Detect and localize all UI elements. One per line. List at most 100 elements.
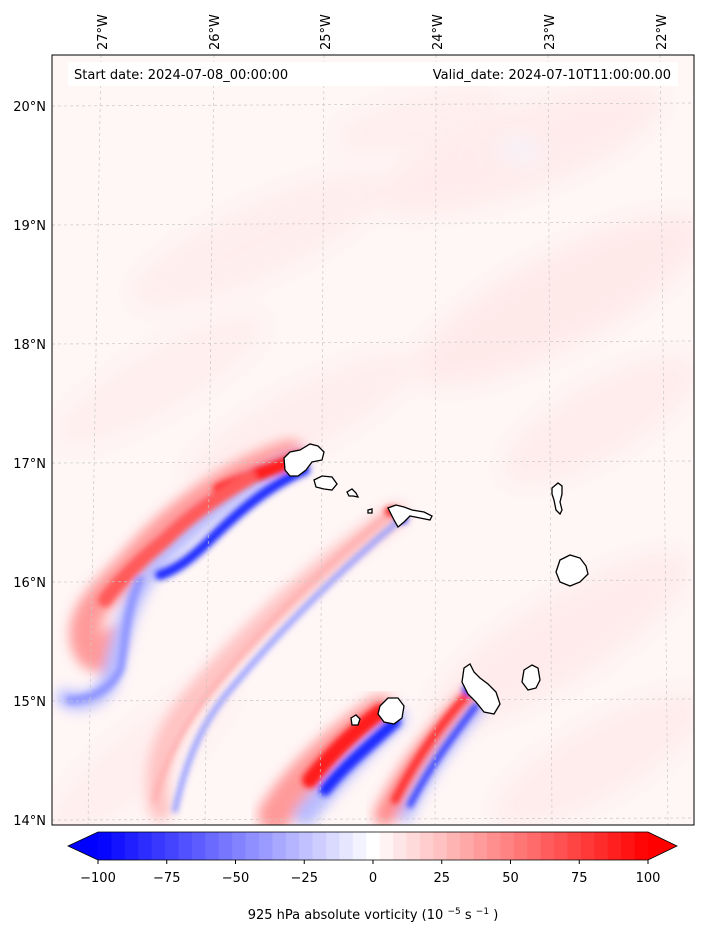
colorbar-cell [567,832,582,860]
island-brava [350,714,361,726]
colorbar-cell [191,832,206,860]
colorbar-label-units-mid: s [465,908,472,923]
colorbar-tick-label: 50 [502,871,519,886]
colorbar-cell [352,832,367,860]
colorbar-cell [245,832,260,860]
lon-tick-24w: 24°W [431,14,446,50]
colorbar-cell [366,832,381,860]
colorbar-cell [540,832,555,860]
colorbar-label-units-prefix: (10 [422,908,444,923]
colorbar-cell [138,832,153,860]
colorbar-cell [258,832,273,860]
colorbar: −100 −75 −50 −25 0 25 50 75 100 925 hPa absolute… [67,831,678,923]
colorbar-tick-label: 25 [433,871,450,886]
island-fogo [377,697,405,725]
colorbar-cell [513,832,528,860]
background-vorticity-patches [52,86,694,825]
colorbar-cell [165,832,179,860]
lat-tick-18n: 18°N [13,338,46,353]
island-outlines [283,443,589,726]
colorbar-cell [419,832,434,860]
lat-tick-15n: 15°N [13,695,46,710]
colorbar-cell [433,832,448,860]
colorbar-cell [473,832,488,860]
gridline-lon-27 [87,55,102,825]
colorbar-cell [272,832,287,860]
colorbar-cell [124,832,139,860]
colorbar-tick-labels: −100 −75 −50 −25 0 25 50 75 100 [80,860,660,886]
lat-tick-19n: 19°N [13,219,46,234]
map-frame [51,54,695,826]
colorbar-cell [446,832,461,860]
colorbar-cell [326,832,340,860]
colorbar-cell [285,832,300,860]
colorbar-tick-label: 0 [369,871,377,886]
colorbar-extend-low [68,832,98,860]
colorbar-cell [312,832,327,860]
island-sao-vicente [313,475,338,491]
gridline-lat-17 [52,460,694,464]
map-gridlines [52,55,694,825]
colorbar-cell [379,832,394,860]
colorbar-tick-label: 100 [636,871,661,886]
colorbar-cell [299,832,314,860]
longitude-tick-labels: 27°W 26°W 25°W 24°W 23°W 22°W [96,14,670,50]
colorbar-extend-high [648,832,677,860]
colorbar-tick-label: 75 [571,871,588,886]
colorbar-cell [178,832,193,860]
colorbar-cell [393,832,408,860]
gridline-lon-22 [659,55,669,825]
colorbar-cell [634,832,649,860]
colorbar-cell [151,832,166,860]
colorbar-label-exp1: −5 [447,907,460,917]
gridline-lat-18 [52,340,694,345]
colorbar-cell [527,832,542,860]
gridline-lat-15 [52,698,694,702]
island-santo-antao [283,443,325,477]
colorbar-cell [406,832,421,860]
gridline-lon-23 [547,55,553,825]
latitude-tick-labels: 20°N 19°N 18°N 17°N 16°N 15°N 14°N [13,100,46,829]
vorticity-field [52,86,694,825]
lon-tick-23w: 23°W [543,14,558,50]
colorbar-cell [205,832,220,860]
colorbar-tick-label: −75 [153,871,180,886]
island-sao-nicolau-islet [367,508,373,514]
lat-tick-20n: 20°N [13,100,46,115]
island-boa-vista [555,554,589,587]
gridline-lon-26 [204,55,215,825]
lon-tick-22w: 22°W [655,14,670,50]
map-panel [51,54,695,826]
gridline-lon-24 [434,55,437,825]
island-santiago [461,663,501,715]
gridline-lat-20 [52,102,694,107]
colorbar-label-variable: 925 hPa absolute vorticity [248,908,418,923]
colorbar-cell [232,832,247,860]
colorbar-label-units-suffix: ) [493,908,498,923]
colorbar-cells [98,832,649,860]
colorbar-cell [460,832,475,860]
start-date-label: Start date: 2024-07-08_00:00:00 [74,68,288,83]
colorbar-tick-label: −50 [222,871,249,886]
colorbar-label-exp2: −1 [476,907,489,917]
island-sao-nicolau [387,504,433,528]
colorbar-cell [554,832,569,860]
colorbar-cell [339,832,354,860]
gridline-lat-19 [52,221,694,226]
island-sal [551,482,563,516]
lon-tick-26w: 26°W [208,14,223,50]
lon-tick-27w: 27°W [96,14,111,50]
lat-tick-17n: 17°N [13,457,46,472]
colorbar-cell [218,832,233,860]
valid-date-label: Valid_date: 2024-07-10T11:00:00.00 [433,68,671,83]
colorbar-tick-label: −100 [80,871,116,886]
colorbar-label: 925 hPa absolute vorticity (10 −5 s −1 ) [248,907,499,923]
header-box [68,62,678,86]
colorbar-cell [580,832,595,860]
colorbar-cell [607,832,622,860]
colorbar-cell [500,832,515,860]
colorbar-cell [621,832,636,860]
colorbar-cell [487,832,501,860]
colorbar-cell [594,832,609,860]
